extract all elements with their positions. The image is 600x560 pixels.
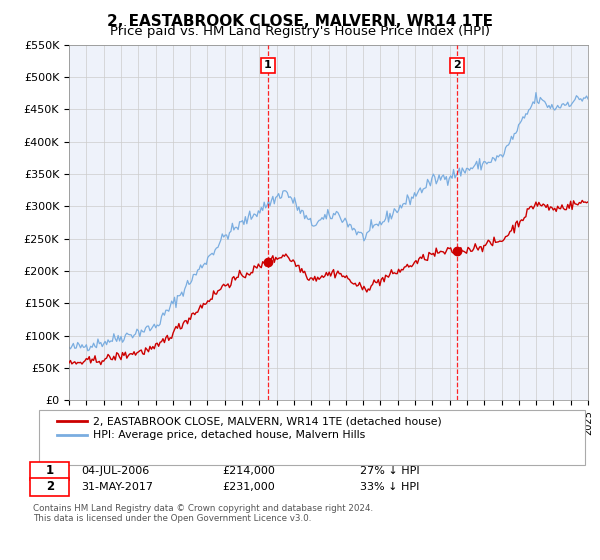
Text: 27% ↓ HPI: 27% ↓ HPI (360, 466, 419, 476)
Text: 2, EASTABROOK CLOSE, MALVERN, WR14 1TE: 2, EASTABROOK CLOSE, MALVERN, WR14 1TE (107, 14, 493, 29)
Text: 2: 2 (46, 480, 54, 493)
Text: 04-JUL-2006: 04-JUL-2006 (81, 466, 149, 476)
Text: Contains HM Land Registry data © Crown copyright and database right 2024.: Contains HM Land Registry data © Crown c… (33, 504, 373, 513)
Text: Price paid vs. HM Land Registry's House Price Index (HPI): Price paid vs. HM Land Registry's House … (110, 25, 490, 38)
Text: 2: 2 (453, 60, 461, 71)
Text: 1: 1 (46, 464, 54, 478)
Text: This data is licensed under the Open Government Licence v3.0.: This data is licensed under the Open Gov… (33, 514, 311, 523)
Text: 31-MAY-2017: 31-MAY-2017 (81, 482, 153, 492)
Text: £214,000: £214,000 (222, 466, 275, 476)
Text: 33% ↓ HPI: 33% ↓ HPI (360, 482, 419, 492)
Text: 2, EASTABROOK CLOSE, MALVERN, WR14 1TE (detached house): 2, EASTABROOK CLOSE, MALVERN, WR14 1TE (… (93, 416, 442, 426)
Text: HPI: Average price, detached house, Malvern Hills: HPI: Average price, detached house, Malv… (93, 430, 365, 440)
Text: £231,000: £231,000 (222, 482, 275, 492)
Text: 1: 1 (264, 60, 272, 71)
